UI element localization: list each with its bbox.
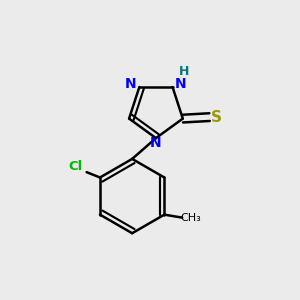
Text: Cl: Cl bbox=[68, 160, 83, 173]
Text: N: N bbox=[175, 77, 186, 91]
Text: S: S bbox=[211, 110, 222, 124]
Text: N: N bbox=[125, 77, 137, 91]
Text: N: N bbox=[150, 136, 162, 151]
Text: H: H bbox=[178, 65, 189, 78]
Text: CH₃: CH₃ bbox=[181, 213, 202, 223]
